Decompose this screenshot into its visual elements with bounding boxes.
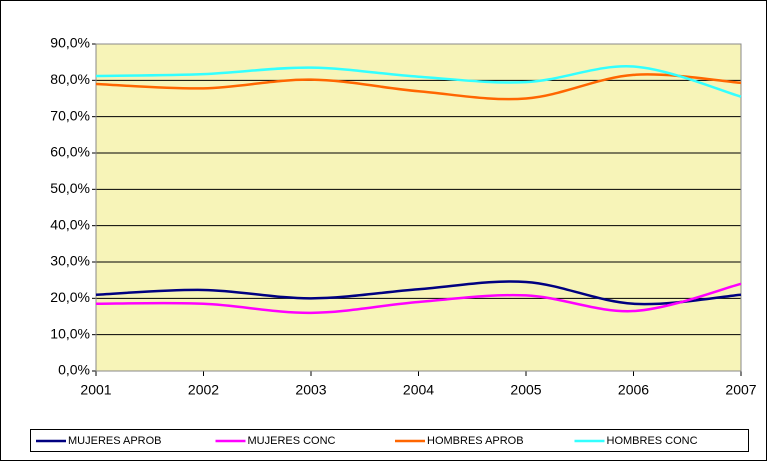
x-tick-label: 2002 (188, 382, 219, 398)
line-series (95, 280, 742, 306)
x-tick-label: 2007 (725, 382, 756, 398)
y-tick-label: 20,0% (50, 289, 90, 305)
plot-border (95, 43, 742, 372)
legend-label: HOMBRES CONC (607, 435, 698, 447)
x-tick-label: 2005 (510, 382, 541, 398)
legend-label: MUJERES APROB (68, 435, 162, 447)
legend-label: MUJERES CONC (248, 435, 336, 447)
x-tick-label: 2003 (295, 382, 326, 398)
y-tick-label: 70,0% (50, 107, 90, 123)
y-tick-label: 90,0% (50, 35, 90, 51)
line-series (95, 73, 742, 101)
legend-label: HOMBRES APROB (427, 435, 524, 447)
legend-box (30, 429, 749, 452)
x-tick-label: 2001 (80, 382, 111, 398)
plot-area (96, 44, 741, 371)
y-tick-label: 0,0% (58, 362, 90, 378)
line-series (95, 65, 742, 98)
y-tick-label: 60,0% (50, 144, 90, 160)
y-tick-label: 10,0% (50, 325, 90, 341)
legend: MUJERES APROB MUJERES CONC HOMBRES APROB HO… (30, 429, 749, 452)
y-tick-label: 80,0% (50, 71, 90, 87)
x-tick-label: 2006 (618, 382, 649, 398)
line-series (95, 282, 742, 315)
y-tick-label: 50,0% (50, 180, 90, 196)
y-tick-label: 40,0% (50, 216, 90, 232)
y-tick-label: 30,0% (50, 253, 90, 269)
x-tick-label: 2004 (403, 382, 434, 398)
